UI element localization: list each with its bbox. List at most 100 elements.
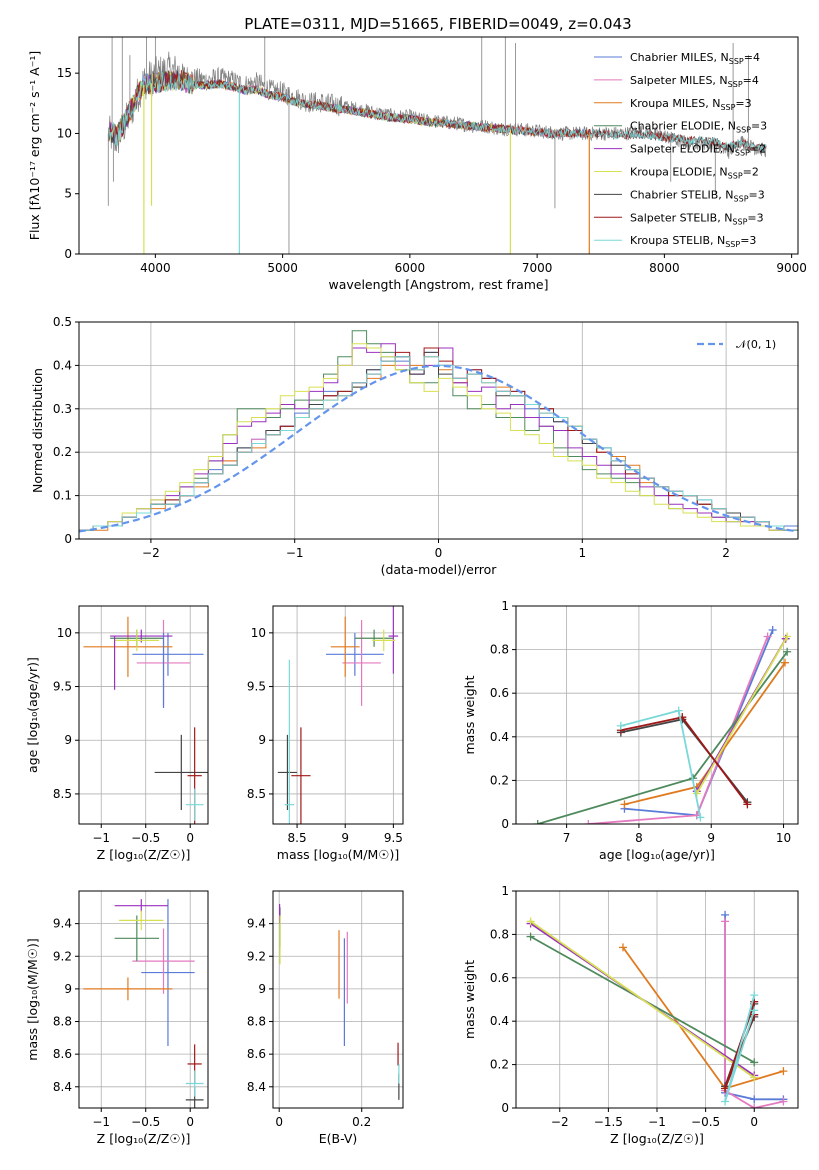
- weight-marker: [768, 625, 777, 634]
- axes-frame: [78, 605, 209, 825]
- weight-marker: [618, 943, 627, 952]
- legend-label: Salpeter MILES, NSSP=4: [630, 74, 759, 89]
- x-tick-label: 0: [435, 546, 443, 560]
- plot-area: [83, 616, 208, 824]
- y-tick-label: 9: [258, 733, 266, 747]
- x-tick-label: −1: [92, 831, 110, 845]
- legend-subscript: SSP: [720, 103, 735, 112]
- x-axis-label: Z [log₁₀(Z/Z☉)]: [97, 847, 191, 862]
- x-tick-label: 0: [186, 1115, 194, 1129]
- y-tick-label: 8.5: [53, 787, 72, 801]
- legend-nssp: =3: [751, 120, 767, 133]
- y-tick-label: 0.2: [490, 1058, 509, 1072]
- legend-nssp: =3: [735, 97, 751, 110]
- grid: [79, 606, 208, 824]
- x-tick-label: 0: [186, 831, 194, 845]
- weight-marker: [780, 658, 789, 667]
- y-axis-label: Flux [fλ10⁻¹⁷ erg cm⁻² s⁻¹ A⁻¹]: [27, 51, 42, 240]
- x-tick-label: 7: [563, 831, 571, 845]
- y-tick-label: 0.1: [53, 489, 72, 503]
- x-tick-label: 1: [578, 546, 586, 560]
- x-axis-label: mass [log₁₀(M/M☉)]: [277, 847, 399, 862]
- axes-frame: [78, 36, 799, 255]
- legend-label: Chabrier MILES, NSSP=4: [630, 51, 760, 66]
- legend-label: Kroupa MILES, NSSP=3: [630, 97, 752, 112]
- y-axis-label: Normed distribution: [30, 368, 45, 493]
- y-tick-label: 0.4: [53, 358, 72, 372]
- weight-marker: [616, 721, 625, 730]
- legend-subscript: SSP: [732, 217, 747, 226]
- y-tick-label: 8.6: [53, 1047, 72, 1061]
- grid: [273, 891, 403, 1108]
- x-tick-label: 4000: [140, 261, 171, 275]
- axes-frame: [272, 890, 404, 1109]
- weight-marker: [743, 800, 752, 809]
- weight-marker: [674, 706, 683, 715]
- y-tick-label: 0.2: [490, 773, 509, 787]
- legend-nssp: =2: [750, 143, 766, 156]
- y-tick-label: 9.5: [247, 680, 266, 694]
- y-tick-label: 1: [501, 884, 509, 898]
- plot-area: [533, 625, 792, 824]
- x-tick-label: 5000: [267, 261, 298, 275]
- x-axis-label: (data-model)/error: [381, 562, 498, 577]
- weight-marker: [779, 1067, 788, 1076]
- weight-vs-age-plot: 7 8 9 10 0 0.2 0.4 0.6 0.8 1 age [log₁₀(age/yr)] ma…: [462, 599, 799, 862]
- legend-model-name: Kroupa STELIB, N: [630, 234, 725, 247]
- y-tick-label: 9: [64, 733, 72, 747]
- weight-marker: [750, 1006, 759, 1015]
- figure-title: PLATE=0311, MJD=51665, FIBERID=0049, z=0…: [244, 15, 631, 33]
- legend-subscript: SSP: [725, 240, 740, 249]
- axes: 4000 5000 6000 7000 8000 9000 0 5 10 15 wavelength…: [27, 36, 807, 292]
- axes: 7 8 9 10 0 0.2 0.4 0.6 0.8 1 age [log₁₀(age/yr)] ma…: [462, 599, 799, 862]
- axes: 0 0.2 8.4 8.6 8.8 9 9.2 9.4 E(B-V): [247, 890, 404, 1146]
- y-tick-label: 0.6: [490, 971, 509, 985]
- weight-marker: [526, 932, 535, 941]
- weight-marker: [584, 820, 593, 824]
- x-tick-label: −0.5: [131, 1115, 160, 1129]
- x-tick-label: −2: [142, 546, 160, 560]
- legend-model-name: Kroupa MILES, N: [630, 97, 720, 110]
- y-tick-label: 9: [64, 982, 72, 996]
- weight-marker: [620, 800, 629, 809]
- legend-nssp: =3: [740, 234, 756, 247]
- mass-vs-ebv-plot: 0 0.2 8.4 8.6 8.8 9 9.2 9.4 E(B-V): [247, 890, 404, 1146]
- y-tick-label: 8.4: [247, 1080, 266, 1094]
- model-spectrum: [109, 70, 767, 151]
- x-tick-label: −1: [648, 1115, 666, 1129]
- x-tick-label: 6000: [395, 261, 426, 275]
- weight-line: [537, 651, 788, 824]
- axes-frame: [78, 890, 209, 1109]
- y-tick-label: 10: [57, 126, 72, 140]
- x-tick-label: 7000: [522, 261, 553, 275]
- x-tick-label: −0.5: [691, 1115, 720, 1129]
- x-axis-label: age [log₁₀(age/yr)]: [599, 847, 715, 862]
- legend-subscript: SSP: [729, 57, 744, 66]
- gaussian-curve: [79, 364, 798, 533]
- x-tick-label: 9000: [776, 261, 807, 275]
- legend-label: Kroupa ELODIE, NSSP=2: [630, 166, 759, 181]
- weight-marker: [750, 1104, 759, 1108]
- legend-nssp: =4: [743, 74, 759, 87]
- y-tick-label: 0.8: [490, 643, 509, 657]
- y-tick-label: 15: [57, 66, 72, 80]
- weight-marker: [750, 1073, 759, 1082]
- weight-marker: [750, 1058, 759, 1067]
- x-tick-label: 0.2: [352, 1115, 371, 1129]
- weight-vs-metallicity-plot: −2 −1.5 −1 −0.5 0 0 0.2 0.4 0.6 0.8 1 Z [log₁₀(Z/Z☉…: [462, 884, 799, 1146]
- y-tick-label: 9.2: [53, 949, 72, 963]
- legend-label: Chabrier ELODIE, NSSP=3: [630, 120, 767, 135]
- weight-line: [530, 920, 755, 1079]
- y-axis-label: age [log₁₀(age/yr)]: [25, 657, 40, 773]
- weight-marker: [721, 917, 730, 926]
- x-axis-label: wavelength [Angstrom, rest frame]: [328, 277, 548, 292]
- x-tick-label: 9: [341, 831, 349, 845]
- x-tick-label: 8000: [649, 261, 680, 275]
- y-axis-label: mass weight: [462, 960, 477, 1039]
- x-axis-label: E(B-V): [319, 1131, 358, 1146]
- grid: [79, 891, 208, 1108]
- legend-nssp: =4: [744, 51, 760, 64]
- y-tick-label: 0.5: [53, 315, 72, 329]
- y-tick-label: 8.8: [247, 1015, 266, 1029]
